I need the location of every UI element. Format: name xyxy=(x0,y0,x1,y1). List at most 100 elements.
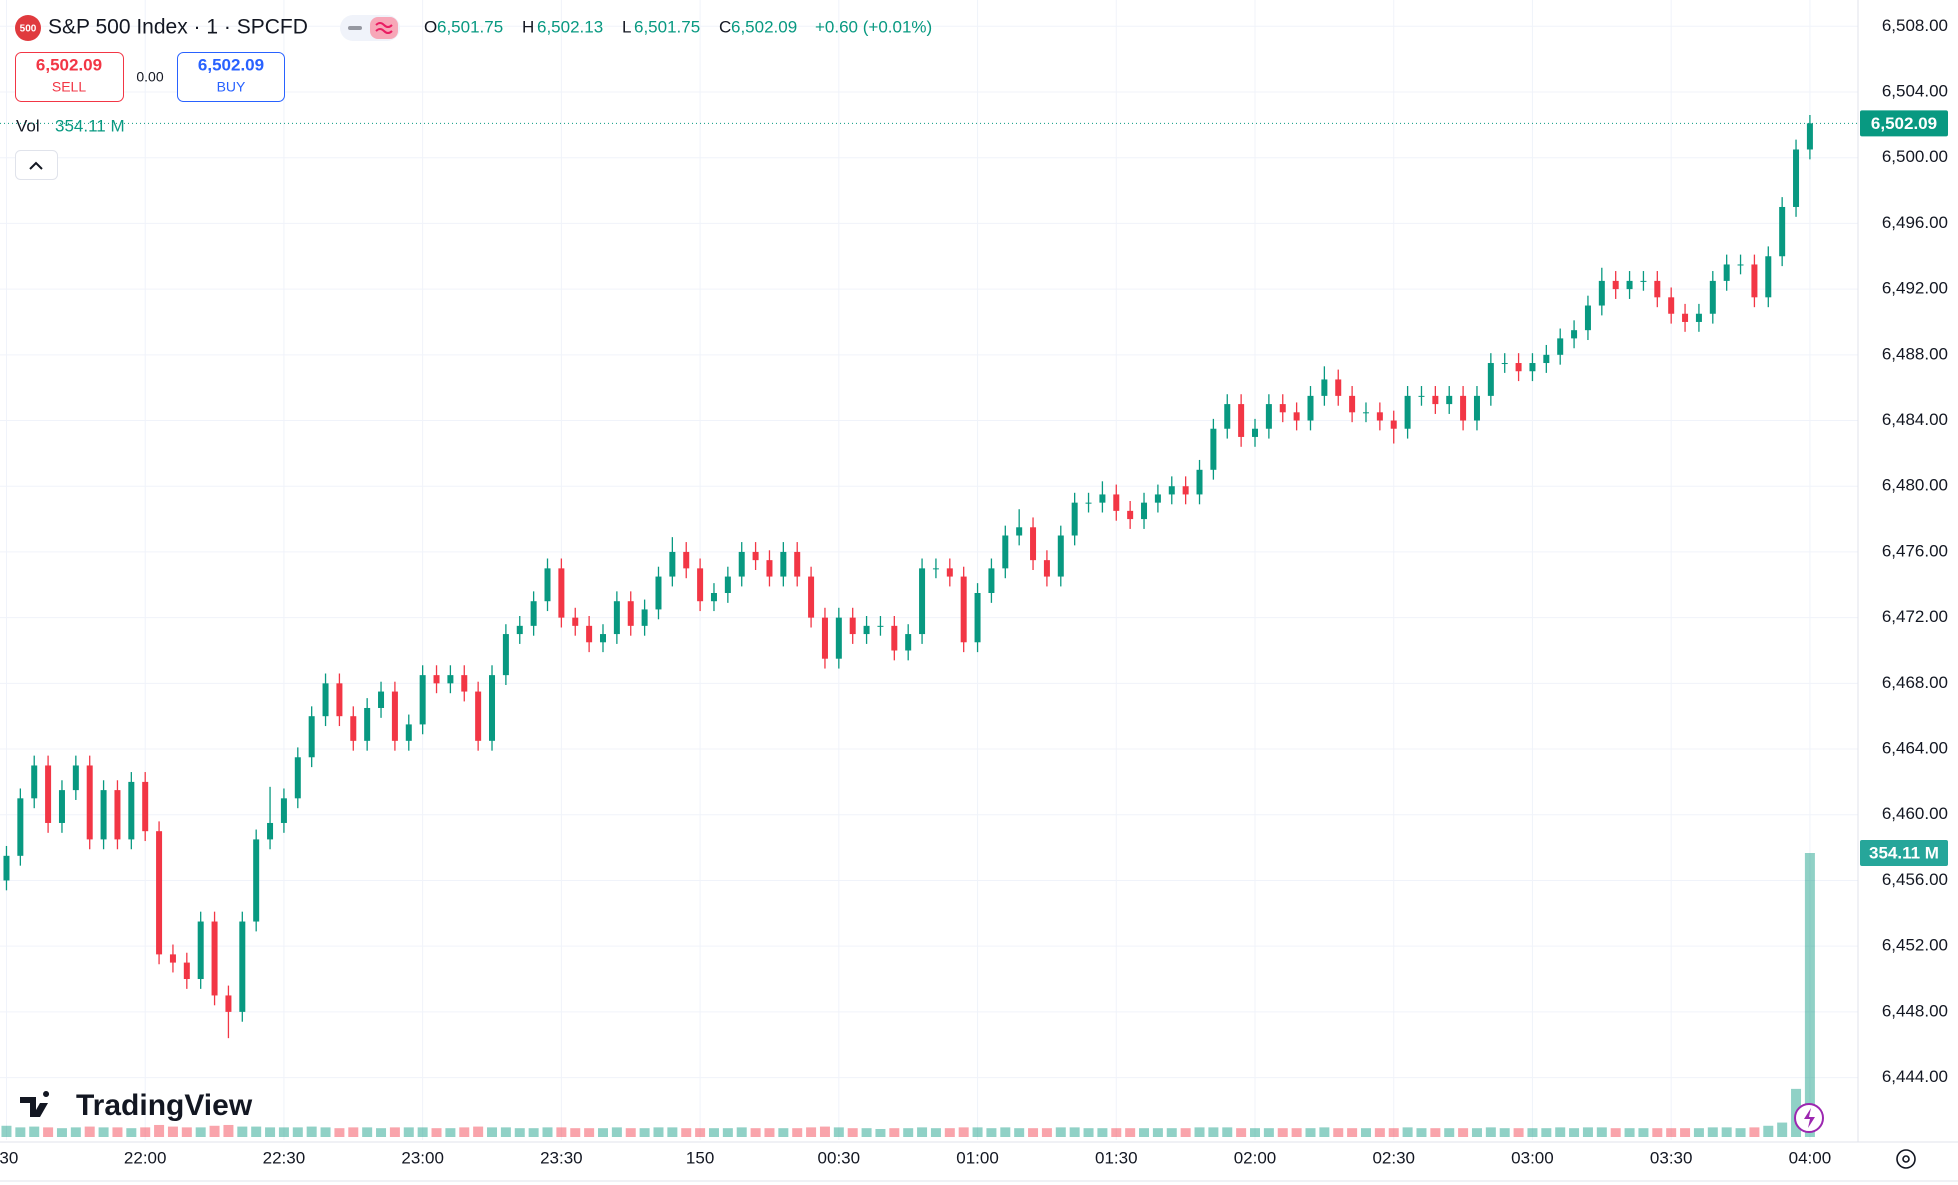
ohlc-value: 6,501.75 xyxy=(437,17,503,36)
volume-bar xyxy=(1,1125,12,1137)
volume-bar xyxy=(320,1127,331,1137)
volume-bar xyxy=(1749,1127,1760,1137)
candle-body xyxy=(905,634,912,651)
candle-body xyxy=(1695,313,1702,322)
volume-bar xyxy=(1430,1128,1441,1137)
y-tick-label: 6,444.00 xyxy=(1882,1067,1948,1086)
volume-bar xyxy=(500,1127,511,1137)
buy-button[interactable] xyxy=(177,52,285,102)
volume-bar xyxy=(376,1128,387,1137)
x-tick-label: 04:00 xyxy=(1789,1148,1832,1167)
volume-bar xyxy=(736,1127,747,1137)
volume-bar xyxy=(1777,1122,1788,1137)
candle-body xyxy=(738,551,745,577)
volume-legend-label: Vol xyxy=(16,116,40,135)
candle-body xyxy=(794,551,801,577)
volume-bar xyxy=(1208,1127,1219,1137)
y-tick-label: 6,464.00 xyxy=(1882,739,1948,758)
volume-bar xyxy=(417,1127,428,1137)
spread: 0.00 xyxy=(136,69,163,85)
volume-bar xyxy=(1263,1128,1274,1137)
volume-bar xyxy=(1624,1128,1635,1137)
candle-body xyxy=(1085,502,1092,504)
candle-body xyxy=(1584,305,1591,331)
candle-body xyxy=(1793,149,1800,207)
candle-body xyxy=(1293,412,1300,421)
candle-body xyxy=(1057,535,1064,577)
candle-body xyxy=(627,601,634,626)
x-tick-label: 03:30 xyxy=(1650,1148,1693,1167)
y-tick-label: 6,472.00 xyxy=(1882,607,1948,626)
last-price-label: 6,502.09 xyxy=(1871,114,1937,133)
volume-bar xyxy=(944,1128,955,1137)
candle-body xyxy=(280,798,287,823)
candle-body xyxy=(1765,256,1772,298)
candle-body xyxy=(1071,502,1078,536)
candle-body xyxy=(1723,264,1730,281)
candle-body xyxy=(31,765,38,799)
candle-body xyxy=(1737,264,1744,266)
volume-bar xyxy=(1763,1125,1774,1137)
x-tick-label: 01:00 xyxy=(956,1148,999,1167)
volume-bar xyxy=(1069,1127,1080,1137)
candle-body xyxy=(697,568,704,602)
candle-body xyxy=(1043,560,1050,577)
candle-body xyxy=(336,683,343,717)
volume-bar xyxy=(1402,1127,1413,1137)
volume-bar xyxy=(126,1128,137,1137)
candle-body xyxy=(1362,412,1369,414)
candle-body xyxy=(1376,412,1383,421)
volume-bar xyxy=(1610,1128,1621,1137)
y-tick-label: 6,468.00 xyxy=(1882,673,1948,692)
candle-body xyxy=(683,551,690,569)
volume-bar xyxy=(1083,1128,1094,1137)
toggle-active[interactable] xyxy=(370,17,398,39)
candle-body xyxy=(86,765,93,840)
volume-bar xyxy=(1291,1128,1302,1137)
volume-bar xyxy=(1305,1128,1316,1137)
volume-bar xyxy=(459,1127,470,1137)
volume-bar xyxy=(1471,1128,1482,1137)
volume-legend-value: 354.11 M xyxy=(55,116,125,135)
volume-bar xyxy=(875,1128,886,1137)
volume-value-box xyxy=(1860,840,1948,866)
candle-body xyxy=(225,995,232,1012)
candle-body xyxy=(3,855,10,881)
volume-bar xyxy=(334,1128,345,1137)
candle-body xyxy=(391,691,398,741)
settings-icon xyxy=(1902,1155,1910,1163)
volume-bar xyxy=(1458,1128,1469,1137)
volume-bar xyxy=(958,1127,969,1137)
settings-button[interactable] xyxy=(1896,1149,1916,1169)
y-tick-label: 6,504.00 xyxy=(1882,81,1948,100)
candle-body xyxy=(932,568,939,570)
x-tick-label: 02:30 xyxy=(1372,1148,1415,1167)
volume-bar xyxy=(195,1127,206,1137)
volume-bar xyxy=(1166,1128,1177,1137)
ohlc-label: L xyxy=(622,17,631,36)
volume-pane xyxy=(1,853,1815,1137)
y-tick-label: 6,488.00 xyxy=(1882,344,1948,363)
candle-body xyxy=(724,576,731,593)
volume-bar xyxy=(29,1126,40,1137)
volume-bar xyxy=(972,1127,983,1137)
symbol-title[interactable]: S&P 500 Index · 1 · SPCFD xyxy=(48,16,308,39)
candle-body xyxy=(1252,428,1259,437)
candle-body xyxy=(1751,264,1758,298)
collapse-button[interactable] xyxy=(15,150,58,180)
volume-bar xyxy=(445,1128,456,1137)
volume-bar xyxy=(542,1127,553,1137)
candle-body xyxy=(1446,395,1453,405)
volume-bar xyxy=(750,1128,761,1137)
x-tick-label: 02:00 xyxy=(1234,1148,1277,1167)
volume-bar xyxy=(1111,1128,1122,1137)
candle-body xyxy=(1390,420,1397,429)
toggle-icon xyxy=(348,26,362,30)
volume-bar xyxy=(1499,1128,1510,1137)
sell-button[interactable] xyxy=(15,52,124,102)
candle-body xyxy=(1210,428,1217,470)
candle-body xyxy=(364,707,371,741)
candle-body xyxy=(544,568,551,602)
volume-bar xyxy=(1638,1128,1649,1137)
